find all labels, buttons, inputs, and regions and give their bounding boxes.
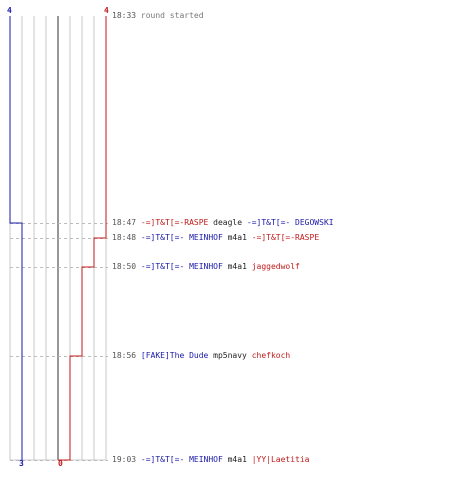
kill-event-row: 18:56 [FAKE]The Dude mp5navy chefkoch [112,351,290,361]
killer-name: -=]T&T[=-RASPE [140,218,209,227]
blue-team-score-line [9,16,23,460]
kill-event-row: 18:48 -=]T&T[=- MEINHOF m4a1 -=]T&T[=-RA… [112,233,319,243]
red-team-score-line [58,16,107,461]
event-time: 19:03 [112,455,141,464]
victim-name: chefkoch [251,351,291,360]
red-start-score: 4 [104,6,109,15]
killer-name: [FAKE]The Dude [140,351,209,360]
killer-name: -=]T&T[=- MEINHOF [140,262,223,271]
killer-name: -=]T&T[=- MEINHOF [140,455,223,464]
round-start-row: 18:33 round started [112,11,204,21]
victim-name: jaggedwolf [251,262,300,271]
weapon-name: deagle [208,218,247,227]
event-time: 18:33 [112,11,141,20]
weapon-name: m4a1 [222,262,252,271]
event-time: 18:47 [112,218,141,227]
blue-end-score: 3 [19,459,24,468]
weapon-name: m4a1 [222,455,252,464]
victim-name: -=]T&T[=- DEGOWSKI [246,218,334,227]
kill-event-row: 19:03 -=]T&T[=- MEINHOF m4a1 |YY|Laetiti… [112,455,310,465]
victim-name: -=]T&T[=-RASPE [251,233,320,242]
killer-name: -=]T&T[=- MEINHOF [140,233,223,242]
kill-event-row: 18:47 -=]T&T[=-RASPE deagle -=]T&T[=- DE… [112,218,334,228]
blue-start-score: 4 [7,6,12,15]
weapon-name: mp5navy [208,351,252,360]
kill-event-row: 18:50 -=]T&T[=- MEINHOF m4a1 jaggedwolf [112,262,300,272]
round-start-text: round started [140,11,204,20]
red-end-score: 0 [58,459,63,468]
event-time: 18:48 [112,233,141,242]
victim-name: |YY|Laetitia [251,455,310,464]
event-time: 18:50 [112,262,141,271]
event-guides [10,223,108,461]
event-time: 18:56 [112,351,141,360]
weapon-name: m4a1 [222,233,252,242]
